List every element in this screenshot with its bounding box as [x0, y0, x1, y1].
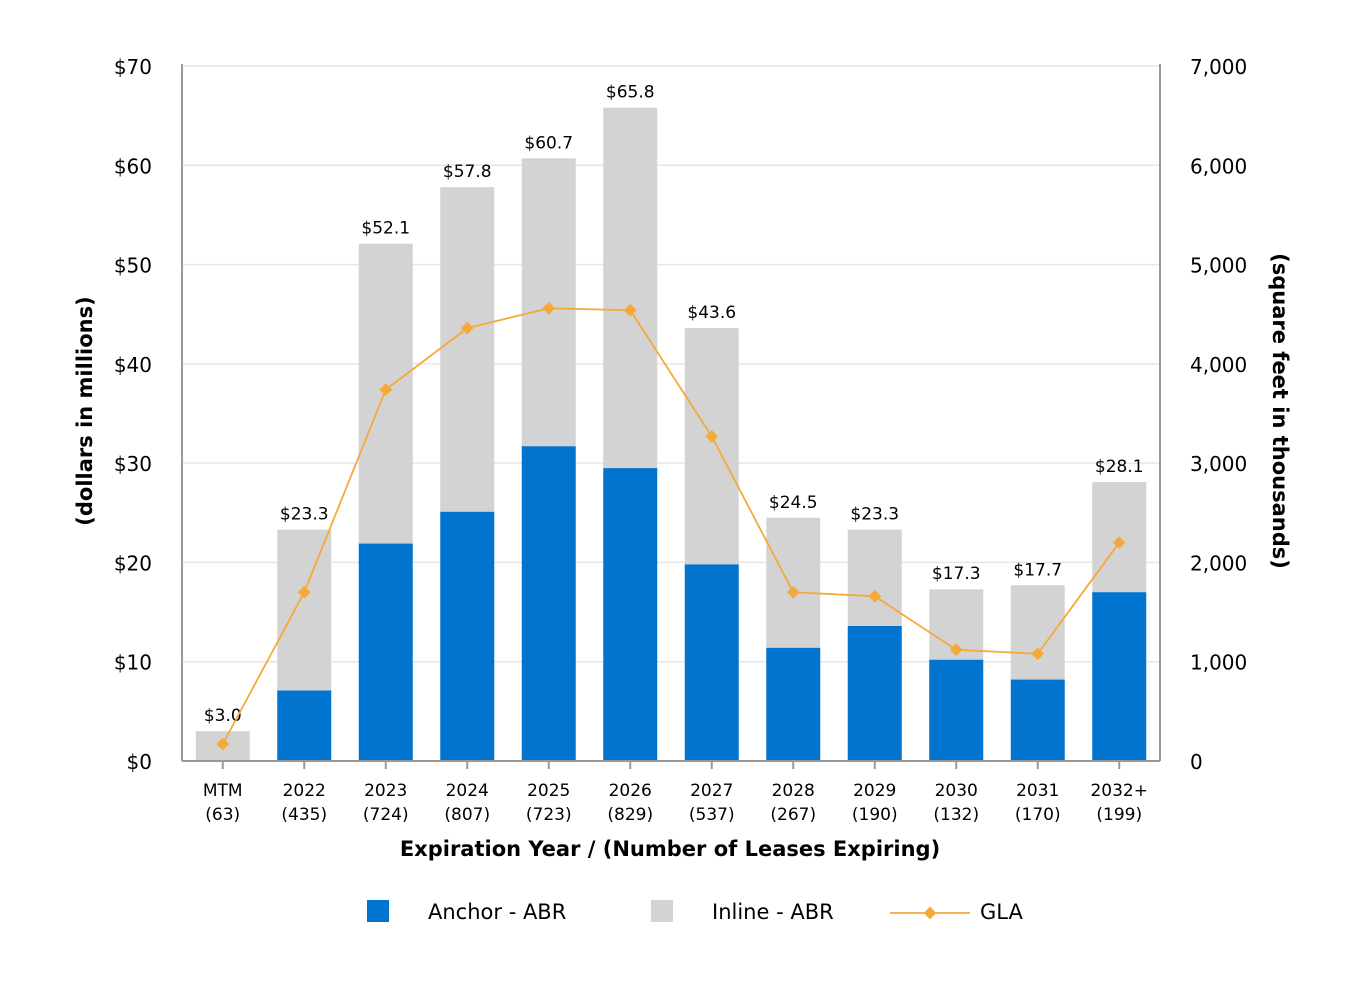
- x-tick-sublabel: (132): [933, 805, 979, 825]
- data-label: $17.7: [1013, 560, 1062, 580]
- y2-tick-label: 1,000: [1190, 651, 1247, 675]
- x-tick-label: 2027: [690, 781, 733, 801]
- y-tick-label: $10: [114, 651, 152, 675]
- y2-tick-label: 4,000: [1190, 353, 1247, 377]
- x-tick-label: 2030: [935, 781, 978, 801]
- x-tick-label: 2028: [772, 781, 815, 801]
- x-tick-sublabel: (724): [363, 805, 409, 825]
- y-tick-label: $70: [114, 55, 152, 79]
- data-label: $24.5: [769, 493, 818, 513]
- y2-tick-label: 2,000: [1190, 551, 1247, 575]
- data-label: $17.3: [932, 564, 981, 584]
- bar-anchor: [684, 564, 739, 761]
- y-tick-label: $0: [127, 750, 152, 774]
- x-tick-label: 2024: [446, 781, 489, 801]
- legend-label-anchor: Anchor - ABR: [428, 900, 566, 924]
- y-axis-title: (dollars in millions): [73, 296, 97, 525]
- bar-inline: [277, 529, 332, 691]
- x-tick-label: MTM: [203, 781, 243, 801]
- data-label: $43.6: [687, 303, 736, 323]
- y-tick-label: $40: [114, 353, 152, 377]
- bar-anchor: [847, 625, 902, 761]
- bar-inline: [766, 517, 821, 648]
- bar-anchor: [1010, 679, 1065, 761]
- y-tick-label: $30: [114, 452, 152, 476]
- data-label: $57.8: [443, 162, 492, 182]
- gla-line: [221, 307, 1120, 745]
- x-tick-label: 2025: [527, 781, 570, 801]
- bar-anchor: [358, 543, 413, 761]
- bar-anchor: [521, 446, 576, 761]
- bar-inline: [1010, 585, 1065, 680]
- bar-anchor: [440, 511, 495, 761]
- data-label: $23.3: [850, 505, 899, 525]
- bar-inline: [440, 187, 495, 512]
- bar-anchor: [603, 468, 658, 761]
- data-label: $23.3: [280, 505, 329, 525]
- x-axis-title: Expiration Year / (Number of Leases Expi…: [400, 837, 940, 861]
- bar-inline: [847, 529, 902, 626]
- x-tick-sublabel: (267): [770, 805, 816, 825]
- x-tick-sublabel: (199): [1096, 805, 1142, 825]
- x-tick-sublabel: (190): [852, 805, 898, 825]
- x-tick-label: 2022: [283, 781, 326, 801]
- data-label: $3.0: [204, 706, 242, 726]
- x-tick-label: 2029: [853, 781, 896, 801]
- bar-inline: [684, 328, 739, 565]
- bar-anchor: [929, 659, 984, 761]
- x-tick-sublabel: (829): [607, 805, 653, 825]
- data-label: $52.1: [361, 219, 410, 239]
- legend-label-inline: Inline - ABR: [712, 900, 834, 924]
- data-label: $65.8: [606, 83, 655, 103]
- legend-swatch-inline: [651, 900, 673, 922]
- y2-tick-label: 3,000: [1190, 452, 1247, 476]
- gla-point: [460, 321, 474, 335]
- y-tick-label: $20: [114, 551, 152, 575]
- x-tick-sublabel: (63): [205, 805, 240, 825]
- data-label: $60.7: [524, 133, 573, 153]
- data-label: $28.1: [1095, 457, 1144, 477]
- x-tick-sublabel: (537): [689, 805, 735, 825]
- bar-inline: [603, 107, 658, 469]
- y2-tick-label: 7,000: [1190, 55, 1247, 79]
- y2-tick-label: 0: [1190, 750, 1203, 774]
- y-tick-label: $60: [114, 154, 152, 178]
- y2-tick-label: 5,000: [1190, 254, 1247, 278]
- y2-tick-label: 6,000: [1190, 154, 1247, 178]
- y-tick-label: $50: [114, 254, 152, 278]
- x-tick-label: 2026: [609, 781, 652, 801]
- x-tick-label: 2031: [1016, 781, 1059, 801]
- x-tick-sublabel: (723): [526, 805, 572, 825]
- bar-anchor: [766, 647, 821, 761]
- x-tick-sublabel: (170): [1015, 805, 1061, 825]
- gla-point: [379, 383, 393, 397]
- bar-anchor: [277, 690, 332, 761]
- x-tick-sublabel: (435): [281, 805, 327, 825]
- legend-marker-gla: [923, 906, 937, 920]
- x-tick-sublabel: (807): [444, 805, 490, 825]
- x-tick-label: 2023: [364, 781, 407, 801]
- legend-label-gla: GLA: [980, 900, 1023, 924]
- x-tick-label: 2032+: [1090, 781, 1148, 801]
- bar-anchor: [1092, 592, 1147, 761]
- y2-axis-title: (square feet in thousands): [1268, 253, 1292, 569]
- legend-swatch-anchor: [367, 900, 389, 922]
